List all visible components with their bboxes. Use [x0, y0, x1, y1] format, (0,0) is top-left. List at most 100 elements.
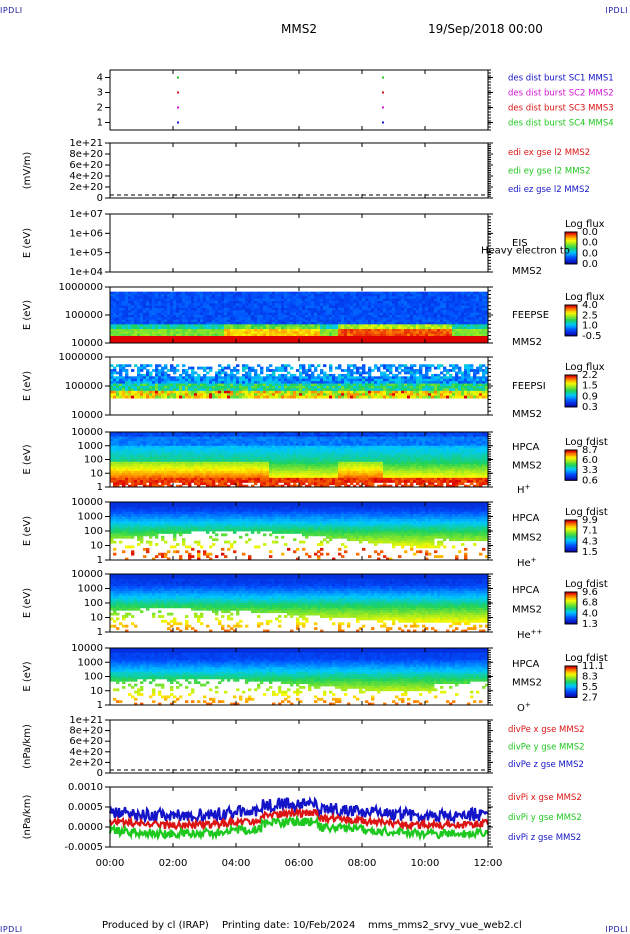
heatmap-cell — [191, 393, 195, 397]
footer-produced-by: Produced by cl (IRAP) — [102, 920, 209, 931]
heatmap-cell — [182, 303, 186, 307]
heatmap-cell — [350, 383, 354, 387]
heatmap-cell — [170, 366, 174, 370]
heatmap-cell — [170, 322, 174, 325]
heatmap-cell — [134, 291, 138, 295]
heatmap-cell — [302, 312, 306, 316]
heatmap-cell — [335, 376, 339, 380]
heatmap-cell — [185, 315, 189, 318]
heatmap-cell — [398, 338, 402, 342]
heatmap-cell — [338, 390, 342, 394]
heatmap-cell — [146, 364, 150, 368]
heatmap-cell — [176, 383, 180, 387]
heatmap-cell — [146, 454, 150, 458]
heatmap-cell — [446, 386, 450, 389]
heatmap-cell — [335, 310, 339, 314]
heatmap-cell — [401, 340, 405, 344]
heatmap-cell — [113, 340, 117, 344]
heatmap-cell — [374, 388, 378, 392]
heatmap-cell — [137, 312, 141, 316]
heatmap-cell — [254, 319, 258, 323]
heatmap-cell — [377, 386, 381, 389]
heatmap-cell — [149, 305, 153, 309]
heatmap-cell — [377, 378, 381, 382]
heatmap-cell — [356, 291, 360, 295]
heatmap-cell — [176, 322, 180, 325]
heatmap-cell — [281, 383, 285, 387]
heatmap-cell — [317, 322, 321, 325]
burst-marker — [382, 106, 384, 109]
heatmap-cell — [305, 378, 309, 382]
heatmap-cell — [230, 303, 234, 307]
heatmap-cell — [443, 331, 447, 335]
heatmap-cell — [251, 305, 255, 309]
panel-frame — [109, 142, 489, 199]
heatmap-cell — [155, 303, 159, 307]
heatmap-cell — [446, 294, 450, 297]
heatmap-cell — [236, 310, 240, 314]
heatmap-cell — [173, 331, 177, 335]
heatmap-cell — [323, 338, 327, 342]
heatmap-cell — [212, 388, 216, 392]
heatmap-cell — [230, 383, 234, 387]
heatmap-cell — [269, 298, 273, 302]
heatmap-cell — [386, 364, 390, 368]
heatmap-cell — [374, 303, 378, 307]
heatmap-cell — [290, 390, 294, 394]
heatmap-cell — [206, 371, 210, 375]
heatmap-cell — [179, 312, 183, 316]
heatmap-cell — [413, 312, 417, 316]
heatmap-cell — [392, 340, 396, 344]
heatmap-cell — [242, 369, 246, 372]
heatmap-cell — [341, 308, 345, 311]
heatmap-cell — [227, 390, 231, 394]
heatmap-cell — [284, 338, 288, 342]
heatmap-cell — [167, 315, 171, 318]
heatmap-cell — [182, 319, 186, 323]
heatmap-cell — [113, 466, 117, 470]
heatmap-cell — [221, 326, 225, 330]
heatmap-cell — [416, 310, 420, 314]
heatmap-cell — [140, 434, 144, 437]
heatmap-cell — [167, 298, 171, 302]
heatmap-cell — [431, 329, 435, 332]
heatmap-cell — [350, 319, 354, 323]
heatmap-cell — [152, 459, 156, 463]
heatmap-cell — [311, 338, 315, 342]
heatmap-cell — [464, 298, 468, 302]
heatmap-cell — [407, 393, 411, 397]
heatmap-cell — [326, 322, 330, 325]
colorbar-segment — [565, 334, 577, 337]
heatmap-cell — [158, 381, 162, 384]
heatmap-cell — [206, 317, 210, 321]
heatmap-cell — [122, 386, 126, 389]
heatmap-cell — [155, 473, 159, 476]
heatmap-cell — [176, 340, 180, 344]
heatmap-cell — [128, 459, 132, 463]
heatmap-cell — [203, 336, 207, 339]
heatmap-cell — [455, 331, 459, 335]
heatmap-cell — [320, 381, 324, 384]
heatmap-cell — [284, 296, 288, 300]
heatmap-cell — [374, 310, 378, 314]
heatmap-cell — [167, 308, 171, 311]
heatmap-cell — [200, 312, 204, 316]
heatmap-cell — [110, 454, 114, 458]
heatmap-cell — [122, 331, 126, 335]
heatmap-cell — [368, 312, 372, 316]
heatmap-cell — [236, 326, 240, 330]
heatmap-cell — [257, 376, 261, 380]
heatmap-cell — [161, 294, 165, 297]
heatmap-cell — [302, 324, 306, 328]
colorbar-segment — [565, 390, 577, 394]
heatmap-cell — [380, 301, 384, 304]
heatmap-cell — [149, 388, 153, 392]
heatmap-cell — [335, 336, 339, 339]
heatmap-cell — [341, 317, 345, 321]
heatmap-cell — [125, 473, 129, 476]
heatmap-cell — [287, 395, 291, 399]
heatmap-cell — [146, 317, 150, 321]
heatmap-cell — [194, 338, 198, 342]
heatmap-cell — [479, 331, 483, 335]
heatmap-cell — [398, 381, 402, 384]
